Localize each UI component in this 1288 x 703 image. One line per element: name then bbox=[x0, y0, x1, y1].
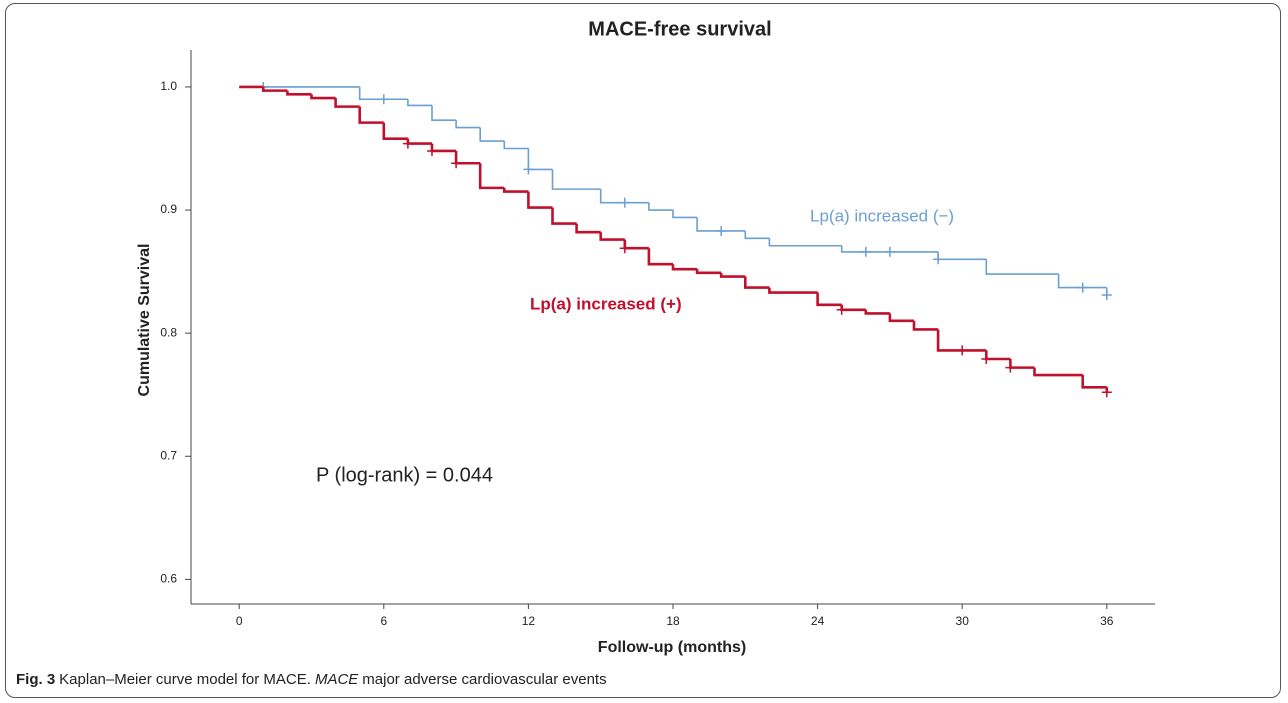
survival-step bbox=[479, 127, 505, 142]
censor-mark bbox=[1077, 282, 1088, 293]
censor-mark bbox=[716, 225, 727, 236]
survival-step bbox=[551, 207, 577, 225]
x-tick-label: 12 bbox=[522, 614, 536, 628]
survival-step bbox=[551, 169, 601, 190]
survival-step bbox=[696, 217, 746, 232]
x-tick-label: 24 bbox=[811, 614, 825, 628]
survival-step bbox=[262, 86, 288, 92]
censor-mark bbox=[957, 345, 968, 356]
survival-step bbox=[864, 309, 890, 315]
censor-mark bbox=[836, 304, 847, 315]
censor-mark bbox=[1101, 387, 1112, 398]
caption-definition: major adverse cardiovascular events bbox=[362, 671, 607, 688]
censor-mark bbox=[378, 94, 389, 105]
figure-frame bbox=[5, 3, 1281, 698]
survival-step bbox=[1009, 359, 1035, 369]
censor-mark bbox=[427, 145, 437, 156]
censor-mark bbox=[884, 246, 895, 257]
survival-step bbox=[407, 99, 432, 107]
censor-mark bbox=[1101, 289, 1112, 300]
survival-step bbox=[358, 106, 384, 124]
survival-step bbox=[816, 292, 842, 307]
caption-term: MACE bbox=[314, 671, 359, 688]
survival-step bbox=[382, 122, 408, 140]
y-tick-label: 0.6 bbox=[160, 572, 177, 586]
y-tick-label: 0.9 bbox=[160, 202, 177, 216]
chart-title: MACE-free survival bbox=[588, 18, 771, 40]
survival-step bbox=[286, 90, 312, 96]
survival-step bbox=[575, 223, 601, 234]
series-label: Lp(a) increased (+) bbox=[530, 294, 682, 313]
survival-step bbox=[912, 320, 939, 331]
censor-mark bbox=[1005, 362, 1016, 373]
survival-step bbox=[310, 94, 336, 100]
survival-step bbox=[648, 202, 673, 211]
caption: Fig. 3 Kaplan–Meier curve model for MACE.… bbox=[16, 671, 611, 688]
survival-step bbox=[985, 350, 1011, 361]
survival-step bbox=[503, 187, 529, 193]
x-tick-label: 36 bbox=[1100, 614, 1114, 628]
censor-mark bbox=[860, 246, 871, 257]
chart: MACE-free survival Follow-up (months) Cu… bbox=[136, 18, 1155, 656]
y-axis-label: Cumulative Survival bbox=[136, 244, 153, 397]
censor-mark bbox=[402, 138, 413, 149]
censor-mark bbox=[451, 158, 462, 169]
survival-step bbox=[623, 239, 649, 250]
x-tick-label: 6 bbox=[380, 614, 387, 628]
series-label: Lp(a) increased (−) bbox=[810, 206, 954, 225]
survival-step bbox=[334, 98, 360, 108]
survival-step bbox=[1057, 274, 1107, 289]
caption-text: Kaplan–Meier curve model for MACE. bbox=[59, 671, 311, 688]
survival-step bbox=[840, 245, 939, 253]
survival-step bbox=[888, 313, 914, 323]
survival-step bbox=[1081, 375, 1107, 389]
survival-step bbox=[768, 238, 842, 247]
survival-step bbox=[431, 105, 457, 121]
y-tick-label: 0.7 bbox=[160, 448, 177, 462]
survival-step bbox=[672, 210, 698, 219]
survival-step bbox=[985, 259, 1059, 275]
censor-mark bbox=[619, 197, 630, 208]
survival-step bbox=[768, 287, 818, 294]
survival-step bbox=[1033, 367, 1083, 377]
x-tick-label: 0 bbox=[236, 614, 243, 628]
annotation: P (log-rank) = 0.044 bbox=[316, 464, 493, 486]
survival-step bbox=[478, 163, 505, 190]
censor-mark bbox=[933, 254, 944, 265]
survival-step bbox=[599, 232, 625, 241]
survival-step bbox=[599, 189, 649, 204]
survival-step bbox=[695, 269, 722, 275]
censor-mark bbox=[523, 164, 534, 175]
survival-step bbox=[358, 86, 408, 101]
survival-step bbox=[744, 230, 770, 240]
survival-step bbox=[455, 120, 481, 129]
x-axis-label: Follow-up (months) bbox=[598, 639, 746, 656]
x-tick-label: 30 bbox=[956, 614, 970, 628]
survival-step bbox=[454, 150, 481, 165]
survival-step bbox=[527, 148, 553, 171]
caption-label: Fig. 3 bbox=[16, 671, 56, 688]
survival-step bbox=[936, 329, 987, 352]
survival-step bbox=[503, 141, 529, 150]
censor-mark bbox=[619, 243, 630, 254]
y-tick-label: 1.0 bbox=[160, 79, 177, 93]
survival-step bbox=[937, 251, 987, 261]
survival-step bbox=[719, 272, 746, 278]
survival-step bbox=[430, 143, 457, 153]
survival-step bbox=[647, 248, 673, 266]
y-tick-label: 0.8 bbox=[160, 325, 177, 339]
survival-step bbox=[527, 191, 553, 209]
survival-step bbox=[671, 264, 698, 271]
x-tick-label: 18 bbox=[666, 614, 680, 628]
censor-mark bbox=[981, 354, 992, 365]
survival-step bbox=[744, 276, 770, 289]
